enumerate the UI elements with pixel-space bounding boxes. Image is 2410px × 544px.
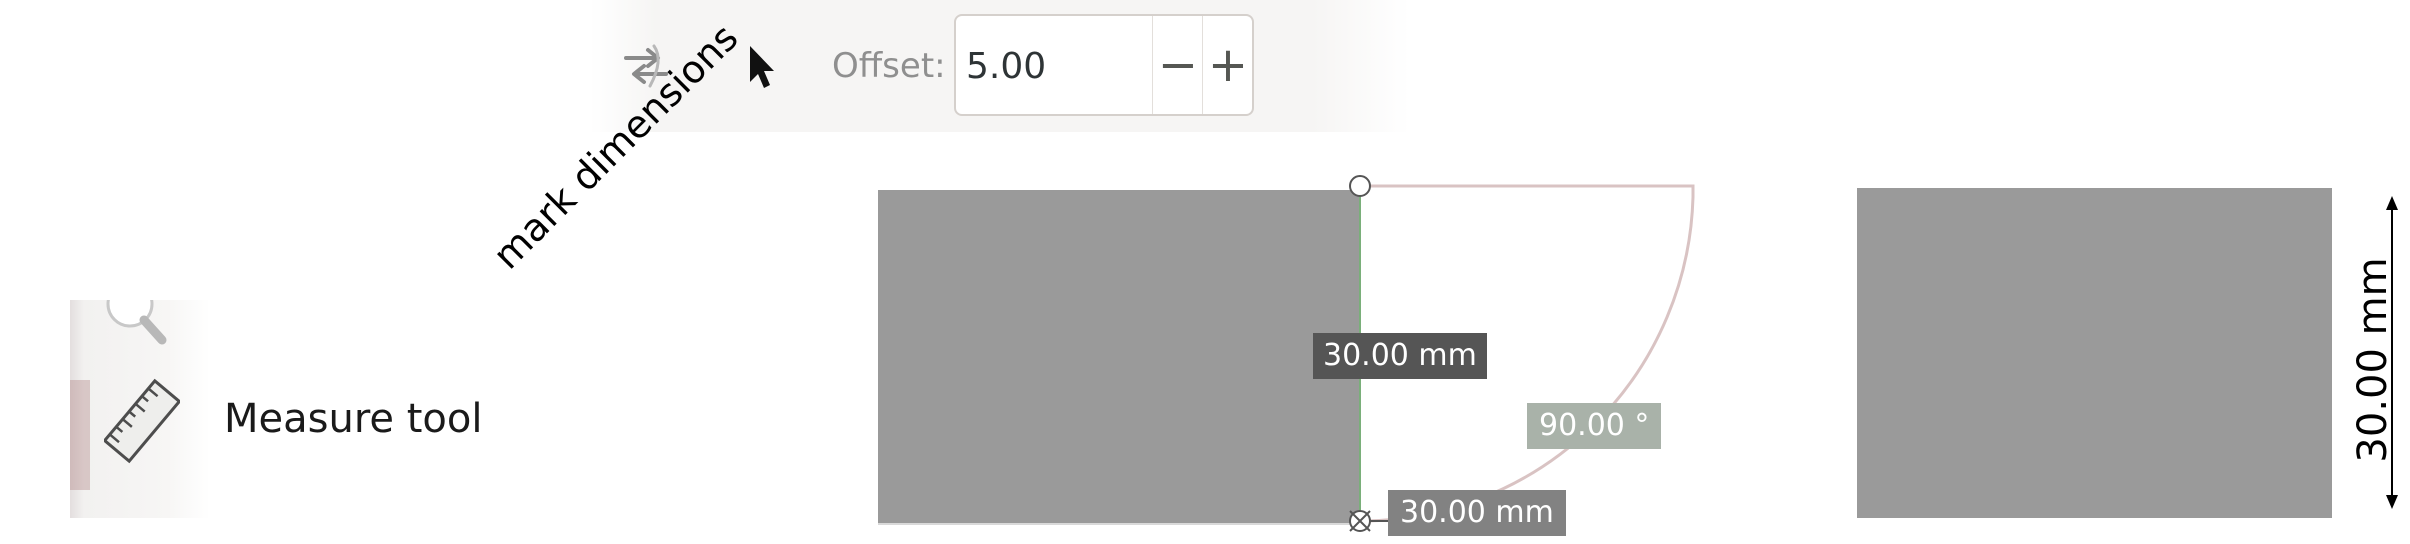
offset-spinbox[interactable]: − + (954, 14, 1254, 116)
measure-tool-label: Measure tool (224, 396, 483, 442)
measure-start-handle[interactable] (1349, 175, 1371, 197)
dimension-arrow (2386, 196, 2398, 509)
horizontal-dimension-label: 30.00 mm (1388, 490, 1566, 536)
ruler-icon[interactable] (104, 378, 180, 464)
connector-icon[interactable] (618, 38, 674, 94)
vertical-dimension-label: 30.00 mm (1313, 333, 1487, 379)
offset-label: Offset: (832, 46, 946, 86)
left-square-shape[interactable] (878, 190, 1360, 525)
right-square-shape[interactable] (1857, 188, 2332, 518)
measure-end-handle[interactable] (1349, 510, 1371, 532)
marked-dimension-label: 30.00 mm (2350, 257, 2396, 463)
offset-decrease-button[interactable]: − (1152, 16, 1203, 114)
offset-input[interactable] (960, 16, 1168, 116)
angle-dimension-label: 90.00 ° (1527, 403, 1662, 449)
zoom-magnifier-icon[interactable] (90, 300, 180, 360)
offset-increase-button[interactable]: + (1202, 16, 1253, 114)
pointer-arrow-icon[interactable] (740, 42, 780, 92)
